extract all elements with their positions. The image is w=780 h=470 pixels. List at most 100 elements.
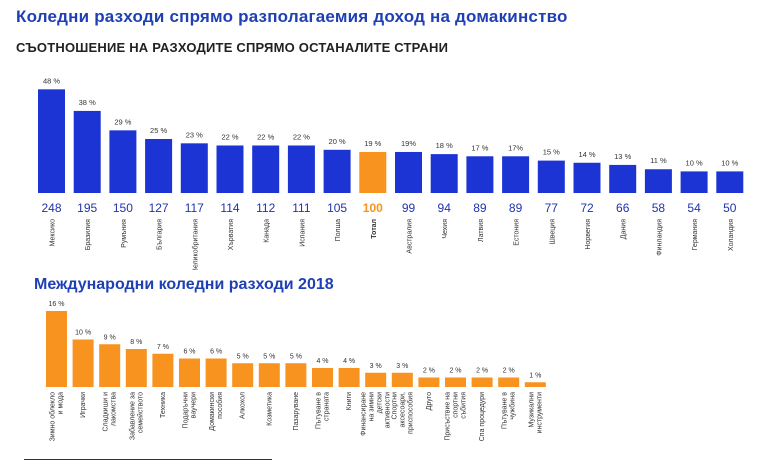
index-value-label: 89: [473, 201, 487, 215]
category-label: Финландия: [656, 219, 663, 256]
bar-value-label: 22 %: [293, 132, 310, 141]
index-value-label: 94: [438, 201, 452, 215]
bar-16: [609, 164, 637, 193]
bar-8: [258, 363, 280, 387]
category-label: Германия: [692, 219, 699, 251]
bar-value-label: 16 %: [49, 301, 65, 308]
category-label: Спортниаксесоари,приспособия: [391, 392, 414, 434]
category-label: Спа процедури: [479, 392, 486, 441]
bar-value-label: 48 %: [43, 76, 60, 85]
bar-3: [145, 139, 173, 193]
index-value-label: 111: [292, 201, 311, 215]
category-label: Пътуване встраната: [316, 392, 331, 429]
bar-6: [252, 145, 280, 193]
category-label: Бразилия: [85, 219, 92, 250]
bar-8: [323, 149, 351, 193]
category-label: Музикалниинструменти: [528, 392, 543, 433]
index-value-label: 150: [113, 201, 133, 215]
bar-value-label: 14 %: [578, 150, 595, 159]
category-label: Финансиранена зимнидетскиактивности: [361, 392, 392, 436]
bar-19: [716, 171, 744, 193]
bar-15: [445, 377, 466, 387]
bar-13: [502, 156, 530, 193]
bar-11: [430, 154, 458, 193]
bar-14: [418, 377, 440, 387]
bar-12: [466, 156, 494, 193]
bar-0: [38, 89, 65, 193]
section-title: Международни коледни разходи 2018: [34, 276, 334, 293]
bar-18: [680, 171, 708, 193]
bar-value-label: 19 %: [364, 139, 381, 148]
bar-18: [524, 382, 546, 387]
bar-value-label: 1 %: [529, 372, 541, 379]
bar-1: [72, 339, 94, 387]
category-label: Чехия: [442, 219, 449, 239]
bar-17: [498, 377, 520, 387]
category-label: Холандия: [728, 219, 735, 251]
bar-9: [359, 151, 387, 193]
category-label: Техника: [160, 392, 167, 418]
bar-value-label: 10 %: [721, 158, 738, 167]
index-value-label: 105: [327, 201, 347, 215]
bar-value-label: 6 %: [210, 349, 222, 356]
bar-value-label: 13 %: [614, 152, 631, 161]
index-value-label: 72: [580, 201, 594, 215]
category-label: Сладкиши илакомства: [103, 392, 118, 432]
category-label: Тотал: [371, 219, 378, 239]
bar-value-label: 3 %: [396, 363, 408, 370]
category-label: Пазаруване: [293, 392, 300, 431]
bar-value-label: 10 %: [686, 158, 703, 167]
category-label: Козметика: [266, 392, 273, 426]
bar-4: [152, 353, 174, 387]
bar-value-label: 7 %: [157, 344, 169, 351]
bar-value-label: 11 %: [650, 156, 667, 165]
bar-10: [312, 368, 333, 387]
bar-2: [99, 344, 121, 387]
category-label: Австралия: [407, 219, 414, 254]
bar-value-label: 5 %: [290, 353, 302, 360]
category-label: Канада: [264, 219, 271, 243]
bar-value-label: 8 %: [130, 339, 142, 346]
index-value-label: 117: [185, 201, 204, 215]
index-value-label: 248: [41, 201, 61, 215]
bar-value-label: 29 %: [114, 117, 131, 126]
category-label: Подаръчниваучери: [183, 392, 198, 429]
index-value-label: 99: [402, 201, 416, 215]
bar-value-label: 15 %: [543, 148, 560, 157]
bar-15: [573, 162, 601, 193]
bar-value-label: 2 %: [503, 368, 515, 375]
bar-12: [365, 372, 387, 387]
bar-13: [391, 372, 413, 387]
category-label: Домакинскипособия: [209, 392, 224, 431]
bar-1: [73, 110, 101, 193]
category-label: Норвегия: [585, 219, 592, 250]
page-title: Коледни разходи спрямо разполагаемия дох…: [16, 7, 568, 26]
bar-16: [471, 377, 493, 387]
index-value-label: 114: [220, 201, 239, 215]
bar-value-label: 6 %: [183, 349, 195, 356]
index-value-label: 100: [363, 201, 383, 215]
bar-value-label: 20 %: [329, 137, 346, 146]
bar-11: [338, 368, 360, 387]
bar-6: [205, 358, 227, 387]
bar-value-label: 5 %: [237, 353, 249, 360]
index-value-label: 58: [652, 201, 666, 215]
category-label: Зимно облеклои мода: [49, 392, 65, 442]
index-value-label: 89: [509, 201, 523, 215]
category-label: Дания: [621, 219, 628, 239]
bar-value-label: 22 %: [257, 132, 274, 141]
category-label: Испания: [299, 219, 306, 247]
category-label: Играчки: [80, 392, 87, 418]
index-value-label: 50: [723, 201, 737, 215]
category-label: Пътуване вчужбина: [502, 392, 517, 429]
bar-value-label: 10 %: [75, 330, 91, 337]
bar-7: [287, 145, 315, 193]
bar-value-label: 2 %: [449, 368, 461, 375]
index-value-label: 112: [256, 201, 275, 215]
category-label: Полша: [335, 219, 342, 241]
bar-value-label: 2 %: [476, 368, 488, 375]
category-label: Забавление засемейството: [128, 392, 144, 440]
bar-3: [125, 349, 147, 387]
bar-value-label: 4 %: [316, 358, 328, 365]
